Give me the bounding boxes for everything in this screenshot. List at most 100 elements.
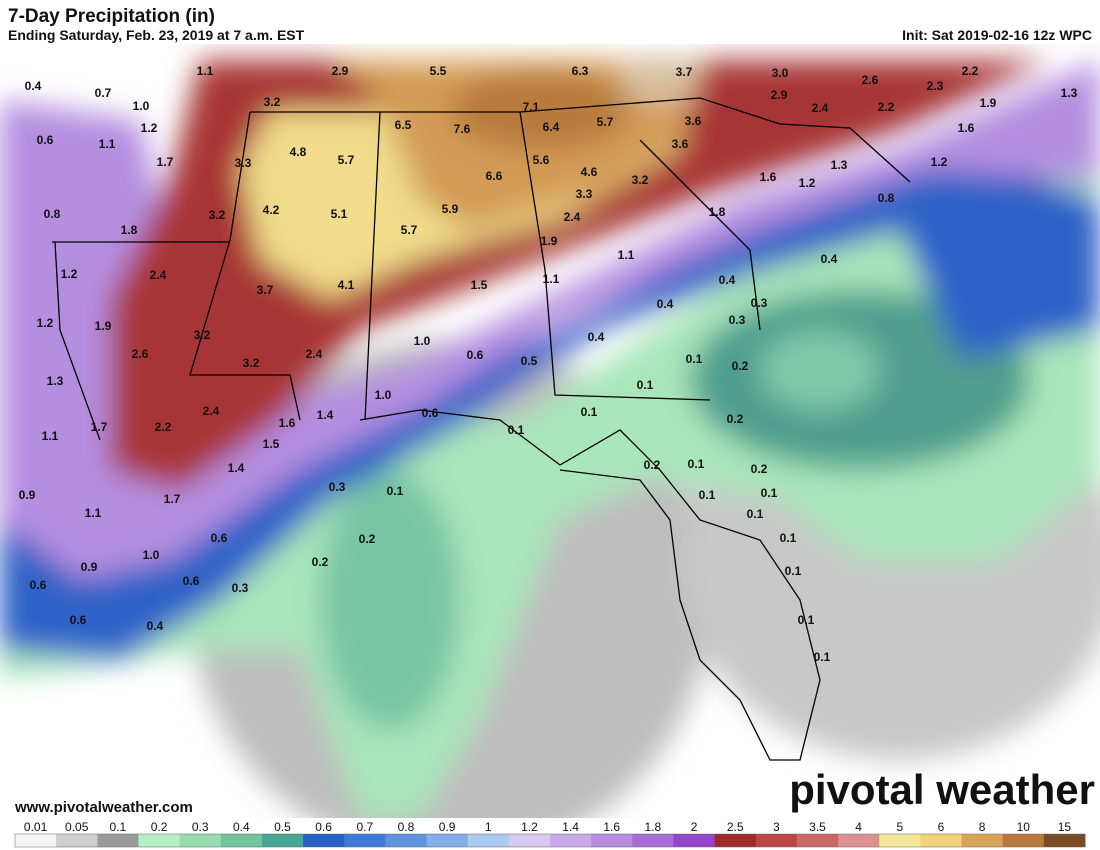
precip-label: 3.0 (772, 66, 789, 80)
precip-label: 1.0 (375, 388, 392, 402)
precip-label: 0.4 (821, 252, 838, 266)
precip-label: 0.2 (644, 458, 661, 472)
precip-label: 0.1 (581, 405, 598, 419)
precip-label: 0.6 (70, 613, 87, 627)
precip-label: 0.4 (588, 330, 605, 344)
legend-tick-label: 0.05 (65, 820, 89, 834)
legend-tick-label: 6 (938, 820, 945, 834)
header-band (0, 0, 1100, 44)
precip-label: 0.1 (688, 457, 705, 471)
legend-swatch (1043, 834, 1086, 847)
legend-swatch (467, 834, 510, 847)
precip-label: 1.4 (317, 408, 334, 422)
legend-tick-label: 0.7 (356, 820, 373, 834)
precip-label: 3.2 (194, 328, 211, 342)
precip-label: 2.9 (771, 88, 788, 102)
precip-label: 3.6 (685, 114, 702, 128)
legend-swatch (714, 834, 757, 847)
precip-label: 1.1 (543, 272, 560, 286)
website: www.pivotalweather.com (14, 799, 193, 816)
legend-tick-label: 1.2 (521, 820, 538, 834)
precip-label: 0.9 (81, 560, 98, 574)
precip-label: 0.6 (183, 574, 200, 588)
precip-label: 1.4 (228, 461, 245, 475)
precip-label: 0.5 (521, 354, 538, 368)
legend-frame (14, 833, 1086, 848)
precip-label: 0.6 (467, 348, 484, 362)
precip-label: 3.2 (632, 173, 649, 187)
precip-label: 5.6 (533, 153, 550, 167)
brand-logo: pivotal weather (789, 766, 1095, 813)
precip-label: 0.8 (878, 191, 895, 205)
legend-tick-label: 0.2 (151, 820, 168, 834)
precip-label: 0.1 (761, 486, 778, 500)
precip-label: 0.1 (814, 650, 831, 664)
precip-label: 1.8 (121, 223, 138, 237)
legend-swatch (344, 834, 386, 847)
precip-label: 1.9 (95, 319, 112, 333)
legend-tick-label: 1.6 (603, 820, 620, 834)
precip-label: 1.3 (47, 374, 64, 388)
precip-label: 1.1 (99, 137, 116, 151)
precip-label: 0.1 (508, 423, 525, 437)
precip-label: 1.8 (709, 205, 726, 219)
precip-label: 6.3 (572, 64, 589, 78)
precip-label: 1.2 (61, 267, 78, 281)
legend-swatch (632, 834, 674, 847)
precip-label: 3.6 (672, 137, 689, 151)
precip-label: 1.7 (164, 492, 181, 506)
legend-swatch (56, 834, 98, 847)
legend-swatch (15, 834, 57, 847)
precip-label: 6.6 (486, 169, 503, 183)
precip-label: 0.6 (211, 531, 228, 545)
precip-label: 1.5 (263, 437, 280, 451)
precip-label: 2.2 (155, 420, 172, 434)
precip-label: 2.4 (306, 347, 323, 361)
precip-label: 2.3 (927, 79, 944, 93)
precip-label: 0.1 (699, 488, 716, 502)
legend-swatch (879, 834, 921, 847)
title: 7-Day Precipitation (in) (8, 6, 215, 27)
precip-label: 0.3 (751, 296, 768, 310)
precip-label: 0.1 (637, 378, 654, 392)
precip-label: 4.1 (338, 278, 355, 292)
legend-swatch (138, 834, 181, 847)
precip-label: 3.2 (209, 208, 226, 222)
precip-label: 0.6 (422, 406, 439, 420)
precip-label: 1.0 (143, 548, 160, 562)
legend-swatch (426, 834, 469, 847)
precip-label: 1.9 (980, 96, 997, 110)
legend-swatch (550, 834, 592, 847)
precip-label: 3.2 (243, 356, 260, 370)
legend-swatch (920, 834, 963, 847)
precip-label: 0.9 (19, 488, 36, 502)
precip-label: 1.9 (541, 234, 558, 248)
legend-swatch (385, 834, 428, 847)
precip-label: 3.7 (257, 283, 274, 297)
precip-label: 2.2 (962, 64, 979, 78)
legend-swatch (838, 834, 880, 847)
legend-swatch (179, 834, 222, 847)
precip-label: 2.9 (332, 64, 349, 78)
precip-label: 3.3 (235, 156, 252, 170)
precip-label: 0.4 (719, 273, 736, 287)
precip-label: 1.1 (197, 64, 214, 78)
precip-label: 1.0 (133, 99, 150, 113)
legend-swatch (796, 834, 839, 847)
precip-field (0, 44, 1100, 818)
precip-label: 1.5 (471, 278, 488, 292)
precip-label: 3.2 (264, 95, 281, 109)
legend-tick-label: 1.4 (562, 820, 579, 834)
precip-label: 0.3 (232, 581, 249, 595)
legend-tick-label: 3.5 (809, 820, 826, 834)
precip-label: 0.3 (329, 480, 346, 494)
precip-label: 1.1 (618, 248, 635, 262)
legend-tick-label: 15 (1058, 820, 1072, 834)
precip-label: 2.4 (150, 268, 167, 282)
legend-swatch (97, 834, 139, 847)
subtitle: Ending Saturday, Feb. 23, 2019 at 7 a.m.… (8, 27, 305, 43)
legend-swatch (591, 834, 633, 847)
precip-label: 1.6 (958, 121, 975, 135)
legend-tick-label: 4 (855, 820, 862, 834)
